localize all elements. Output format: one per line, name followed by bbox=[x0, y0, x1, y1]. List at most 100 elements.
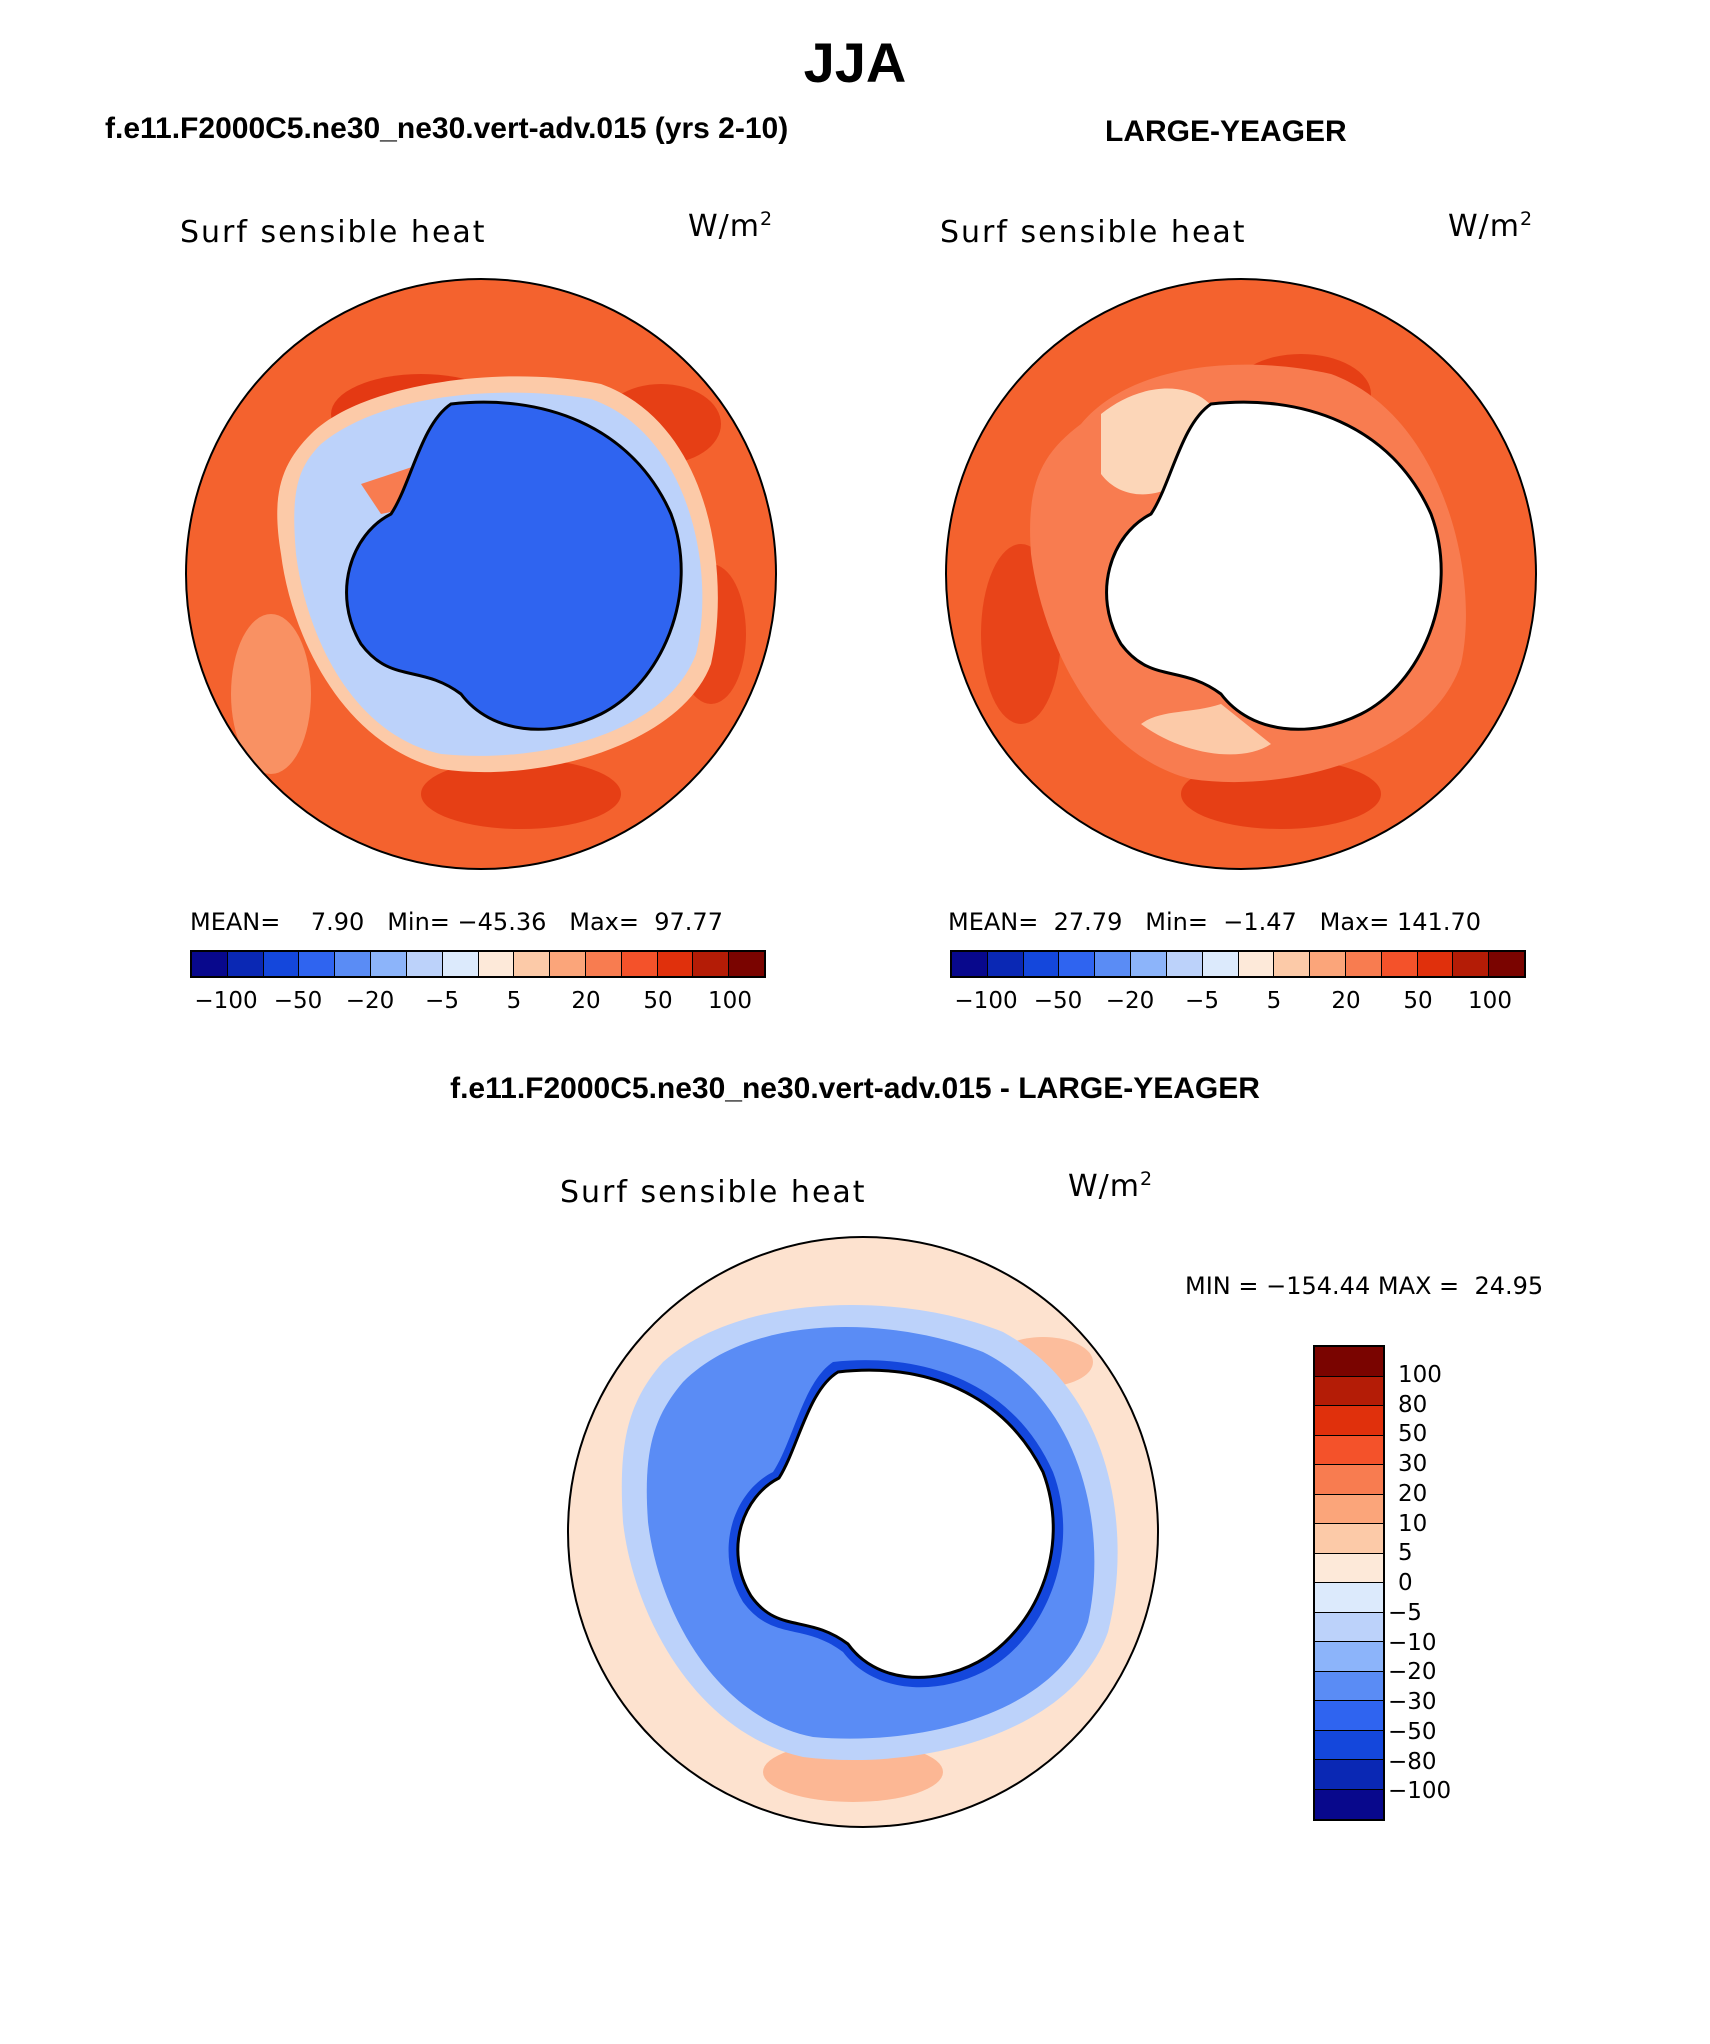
colorbar-tick-label: 50 bbox=[1398, 1421, 1428, 1448]
colorbar-swatch bbox=[1315, 1494, 1383, 1524]
diff-colorbar bbox=[1313, 1345, 1385, 1821]
colorbar-tick-label: 20 bbox=[1398, 1480, 1428, 1507]
colorbar-swatch bbox=[227, 952, 264, 976]
left-colorbar bbox=[190, 950, 766, 978]
colorbar-tick-label: −5 bbox=[425, 988, 459, 1014]
colorbar-swatch bbox=[478, 952, 515, 976]
colorbar-tick-label: −10 bbox=[1388, 1629, 1437, 1656]
colorbar-swatch bbox=[1315, 1406, 1383, 1436]
right-colorbar-ticks: −100 −50 −20 −5 5 20 50 100 bbox=[950, 988, 1526, 1018]
left-case-title: f.e11.F2000C5.ne30_ne30.vert-adv.015 (yr… bbox=[105, 112, 789, 145]
colorbar-swatch bbox=[1489, 952, 1524, 976]
colorbar-swatch bbox=[1315, 1524, 1383, 1554]
colorbar-tick-label: 20 bbox=[1331, 988, 1361, 1014]
colorbar-tick-label: −5 bbox=[1185, 988, 1219, 1014]
colorbar-swatch bbox=[693, 952, 730, 976]
colorbar-swatch bbox=[1023, 952, 1060, 976]
colorbar-swatch bbox=[1315, 1435, 1383, 1465]
colorbar-swatch bbox=[1315, 1760, 1383, 1790]
right-case-title: LARGE-YEAGER bbox=[1105, 115, 1347, 148]
colorbar-swatch bbox=[335, 952, 372, 976]
colorbar-swatch bbox=[1315, 1376, 1383, 1406]
colorbar-tick-label: 100 bbox=[1468, 988, 1512, 1014]
colorbar-swatch bbox=[952, 952, 988, 976]
colorbar-swatch bbox=[1095, 952, 1132, 976]
colorbar-tick-label: −20 bbox=[345, 988, 395, 1014]
colorbar-swatch bbox=[514, 952, 551, 976]
colorbar-tick-label: 50 bbox=[643, 988, 673, 1014]
colorbar-tick-label: 5 bbox=[506, 988, 522, 1014]
colorbar-tick-label: −80 bbox=[1388, 1748, 1437, 1775]
colorbar-swatch bbox=[1315, 1730, 1383, 1760]
right-polar-map bbox=[945, 278, 1537, 870]
colorbar-swatch bbox=[987, 952, 1024, 976]
season-title: JJA bbox=[803, 31, 907, 94]
right-units: W/m2 bbox=[1448, 208, 1534, 244]
left-variable-label: Surf sensible heat bbox=[180, 215, 487, 250]
colorbar-tick-label: −5 bbox=[1388, 1599, 1422, 1626]
colorbar-tick-label: −100 bbox=[954, 988, 1018, 1014]
right-variable-label: Surf sensible heat bbox=[940, 215, 1247, 250]
colorbar-swatch bbox=[1310, 952, 1346, 976]
colorbar-swatch bbox=[406, 952, 443, 976]
colorbar-tick-label: −100 bbox=[1388, 1778, 1452, 1805]
colorbar-swatch bbox=[299, 952, 336, 976]
colorbar-swatch bbox=[1315, 1642, 1383, 1672]
diff-variable-label: Surf sensible heat bbox=[560, 1175, 867, 1210]
colorbar-tick-label: 30 bbox=[1398, 1451, 1428, 1477]
colorbar-tick-label: 100 bbox=[708, 988, 752, 1014]
colorbar-tick-label: −20 bbox=[1388, 1659, 1437, 1686]
left-colorbar-ticks: −100 −50 −20 −5 5 20 50 100 bbox=[190, 988, 766, 1018]
colorbar-swatch bbox=[1202, 952, 1239, 976]
diff-colorbar-ticks: 100 80 50 30 20 10 5 0 −5 −10 −20 −30 −50 −80 −100 bbox=[1388, 1345, 1498, 1821]
colorbar-tick-label: 50 bbox=[1403, 988, 1433, 1014]
left-stats: MEAN= 7.90 Min= −45.36 Max= 97.77 bbox=[190, 908, 723, 936]
colorbar-swatch bbox=[1059, 952, 1096, 976]
colorbar-swatch bbox=[1274, 952, 1311, 976]
colorbar-tick-label: 5 bbox=[1266, 988, 1282, 1014]
colorbar-swatch bbox=[585, 952, 622, 976]
colorbar-swatch bbox=[263, 952, 300, 976]
colorbar-swatch bbox=[1166, 952, 1203, 976]
colorbar-tick-label: 0 bbox=[1398, 1570, 1413, 1596]
right-colorbar bbox=[950, 950, 1526, 978]
colorbar-swatch bbox=[192, 952, 228, 976]
diff-polar-map bbox=[567, 1236, 1159, 1828]
colorbar-swatch bbox=[371, 952, 407, 976]
colorbar-swatch bbox=[1315, 1347, 1383, 1377]
colorbar-swatch bbox=[1417, 952, 1454, 976]
colorbar-swatch bbox=[1315, 1583, 1383, 1613]
colorbar-tick-label: 100 bbox=[1398, 1361, 1442, 1388]
colorbar-tick-label: −20 bbox=[1105, 988, 1155, 1014]
colorbar-swatch bbox=[1315, 1612, 1383, 1642]
colorbar-tick-label: −50 bbox=[273, 988, 323, 1014]
colorbar-tick-label: 5 bbox=[1398, 1540, 1413, 1567]
colorbar-swatch bbox=[1315, 1465, 1383, 1495]
diff-units: W/m2 bbox=[1068, 1168, 1154, 1204]
colorbar-swatch bbox=[1315, 1553, 1383, 1583]
diff-land-field bbox=[737, 1370, 1054, 1678]
colorbar-swatch bbox=[442, 952, 479, 976]
colorbar-swatch bbox=[550, 952, 586, 976]
colorbar-swatch bbox=[657, 952, 694, 976]
colorbar-tick-label: −30 bbox=[1388, 1689, 1437, 1715]
left-polar-map bbox=[185, 278, 777, 870]
colorbar-swatch bbox=[1345, 952, 1382, 976]
colorbar-swatch bbox=[1315, 1701, 1383, 1731]
colorbar-tick-label: −50 bbox=[1388, 1718, 1437, 1745]
colorbar-swatch bbox=[729, 952, 764, 976]
diff-case-title: f.e11.F2000C5.ne30_ne30.vert-adv.015 - L… bbox=[450, 1072, 1260, 1105]
colorbar-swatch bbox=[1381, 952, 1418, 976]
colorbar-tick-label: −50 bbox=[1033, 988, 1083, 1014]
colorbar-swatch bbox=[1453, 952, 1490, 976]
colorbar-tick-label: 80 bbox=[1398, 1391, 1428, 1418]
colorbar-tick-label: 20 bbox=[571, 988, 601, 1014]
colorbar-swatch bbox=[1238, 952, 1275, 976]
colorbar-tick-label: 10 bbox=[1398, 1510, 1428, 1537]
colorbar-swatch bbox=[1315, 1789, 1383, 1819]
diff-minmax: MIN = −154.44 MAX = 24.95 bbox=[1185, 1272, 1544, 1300]
left-land-field bbox=[346, 402, 682, 730]
colorbar-swatch bbox=[621, 952, 658, 976]
right-stats: MEAN= 27.79 Min= −1.47 Max= 141.70 bbox=[948, 908, 1481, 936]
colorbar-swatch bbox=[1315, 1671, 1383, 1701]
